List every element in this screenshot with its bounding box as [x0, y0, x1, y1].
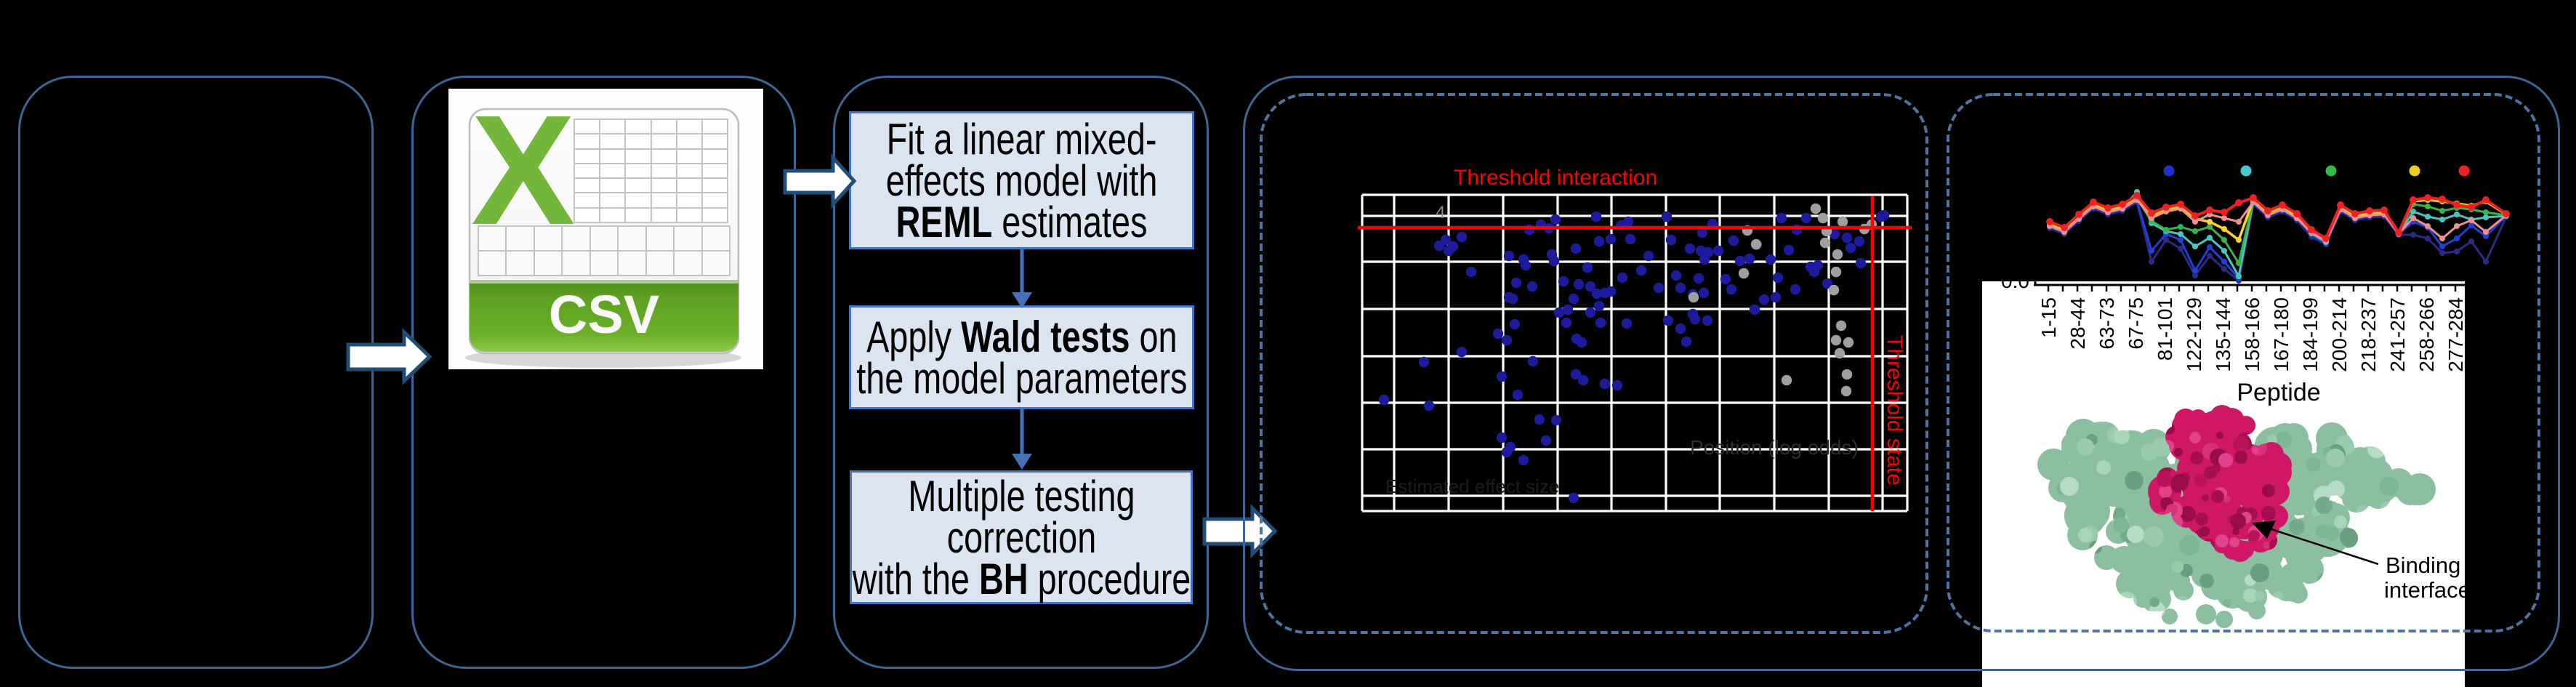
svg-text:81-101: 81-101 — [2154, 297, 2176, 361]
svg-text:CSV: CSV — [549, 284, 659, 345]
svg-text:28-44: 28-44 — [2066, 297, 2089, 350]
svg-text:63-73: 63-73 — [2096, 297, 2118, 350]
svg-text:258-266: 258-266 — [2415, 297, 2438, 372]
svg-text:135-144: 135-144 — [2212, 297, 2234, 372]
svg-text:X: X — [471, 82, 575, 257]
svg-text:Threshold state: Threshold state — [1883, 335, 1907, 486]
svg-text:158-166: 158-166 — [2241, 297, 2263, 372]
svg-text:Position (log odds): Position (log odds) — [1690, 436, 1859, 459]
svg-text:218-237: 218-237 — [2357, 297, 2380, 372]
svg-text:1-15: 1-15 — [2037, 297, 2060, 338]
svg-text:122-129: 122-129 — [2183, 297, 2205, 372]
svg-text:167-180: 167-180 — [2270, 297, 2293, 372]
svg-text:67-75: 67-75 — [2125, 297, 2147, 350]
svg-text:277-284: 277-284 — [2444, 297, 2467, 372]
svg-text:Estimated effect size: Estimated effect size — [1385, 475, 1559, 497]
svg-text:184-199: 184-199 — [2299, 297, 2322, 372]
svg-text:4: 4 — [1436, 203, 1445, 222]
svg-text:241-257: 241-257 — [2386, 297, 2409, 372]
svg-text:Peptide: Peptide — [2237, 379, 2320, 406]
svg-text:Threshold interaction: Threshold interaction — [1454, 166, 1657, 190]
svg-text:200-214: 200-214 — [2328, 297, 2351, 372]
